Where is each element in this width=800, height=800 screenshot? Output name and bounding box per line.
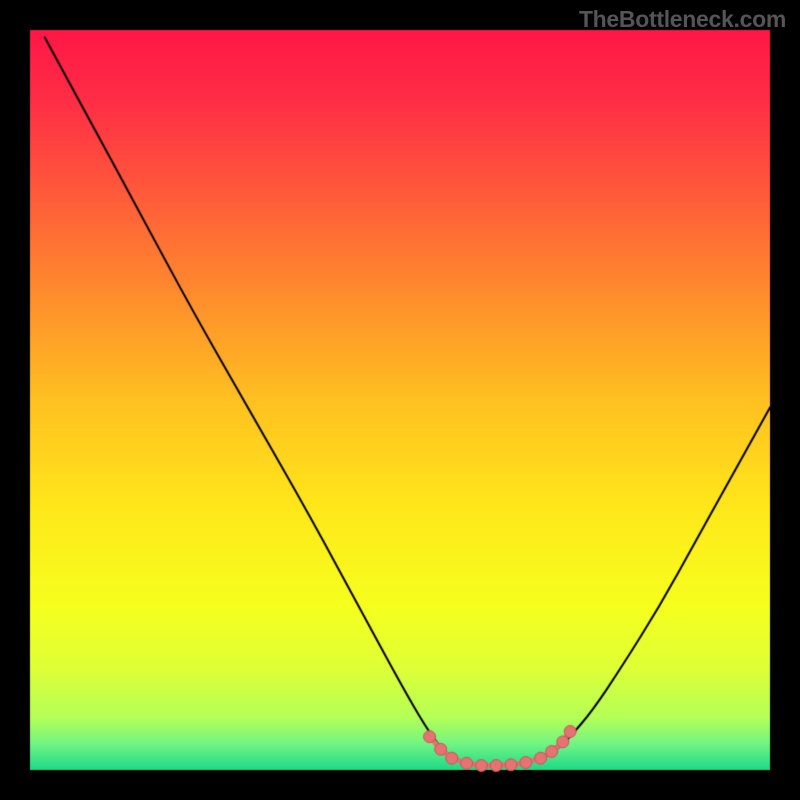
bottleneck-curve-chart — [0, 0, 800, 800]
watermark-text: TheBottleneck.com — [579, 6, 786, 33]
